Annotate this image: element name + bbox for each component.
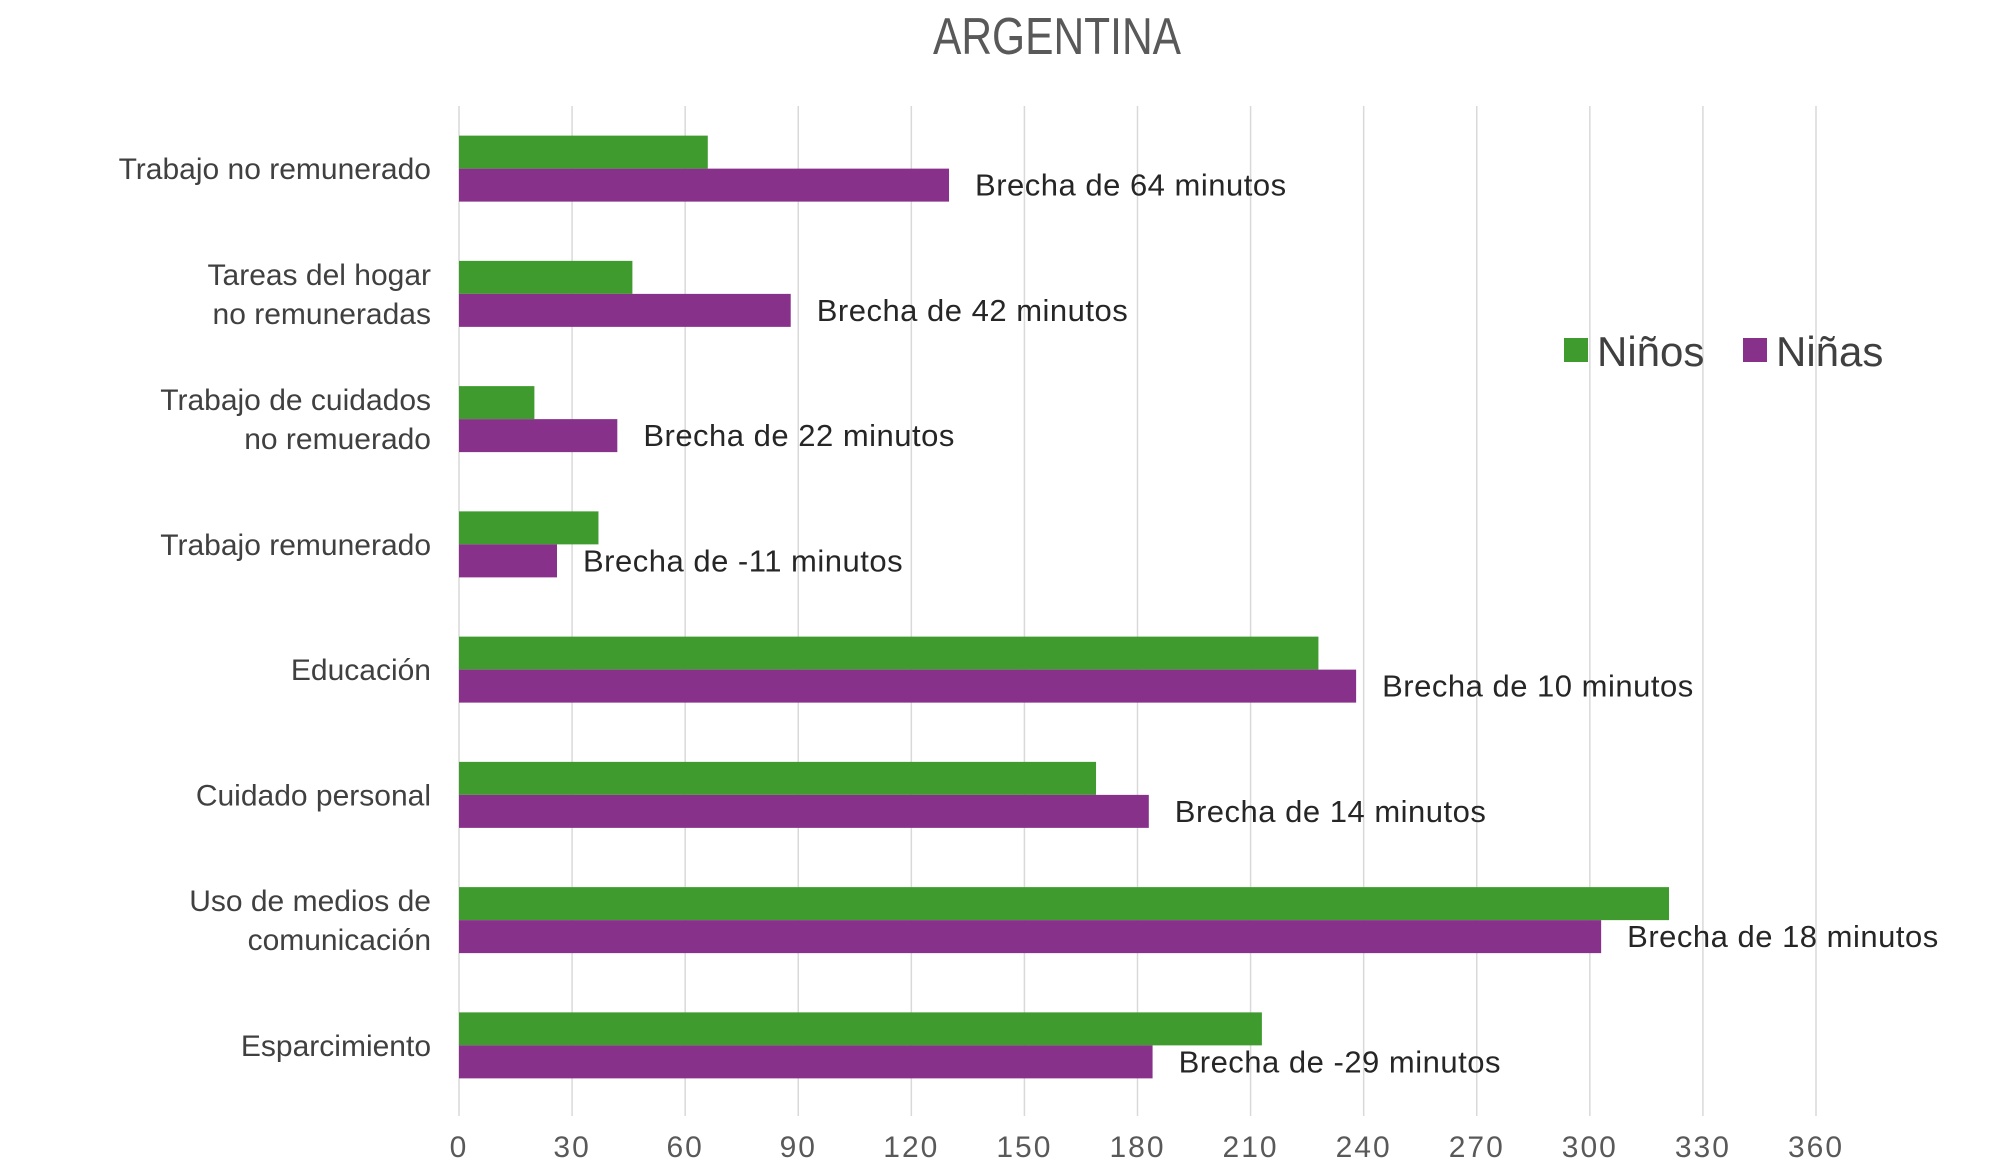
x-tick-label: 180	[1109, 1131, 1165, 1161]
bar-ninos	[459, 135, 708, 169]
legend-label-ninas: Niñas	[1776, 328, 1883, 375]
bar-ninas	[459, 920, 1602, 954]
bar-ninas	[459, 794, 1149, 828]
category-label-line: Trabajo de cuidados	[160, 384, 431, 417]
bar-ninas	[459, 168, 950, 202]
gap-annotation: Brecha de 64 minutos	[975, 168, 1287, 203]
gap-annotation: Brecha de 10 minutos	[1382, 669, 1694, 704]
bar-ninos	[459, 887, 1669, 921]
legend-swatch-ninas	[1743, 338, 1767, 362]
gap-annotation: Brecha de 22 minutos	[643, 418, 955, 453]
x-tick-label: 240	[1336, 1131, 1392, 1161]
category-label-line: Educación	[291, 654, 431, 687]
x-tick-label: 90	[780, 1131, 817, 1161]
category-label-line: no remuerado	[236, 423, 431, 456]
legend-label-ninos: Niños	[1597, 328, 1704, 375]
x-tick-label: 270	[1449, 1131, 1505, 1161]
legend: Niños Niñas	[1564, 328, 1883, 375]
x-tick-label: 210	[1223, 1131, 1279, 1161]
x-tick-label: 30	[553, 1131, 590, 1161]
x-tick-label: 60	[666, 1131, 703, 1161]
category-label: Tareas del hogar no remuneradas	[204, 259, 431, 331]
gap-annotation: Brecha de 42 minutos	[817, 293, 1129, 328]
bar-ninos	[459, 260, 633, 294]
gap-annotation: Brecha de -11 minutos	[583, 543, 903, 578]
bar-ninas	[459, 419, 618, 453]
category-label: Educación	[291, 654, 431, 687]
category-label-line: comunicación	[239, 924, 431, 957]
category-label: Uso de medios de comunicación	[189, 885, 431, 957]
gap-annotations: Brecha de 64 minutos Brecha de 42 minutos…	[583, 168, 1939, 1080]
category-label-line: Cuidado personal	[196, 779, 431, 812]
gap-annotation: Brecha de -29 minutos	[1179, 1044, 1501, 1079]
x-tick-label: 300	[1562, 1131, 1618, 1161]
x-tick-label: 150	[996, 1131, 1052, 1161]
bars	[459, 135, 1669, 1079]
category-label: Cuidado personal	[196, 779, 431, 812]
category-label: Trabajo no remunerado	[119, 153, 431, 186]
category-label-line: no remuneradas	[204, 298, 431, 331]
gap-annotation: Brecha de 18 minutos	[1627, 919, 1939, 954]
bar-ninos	[459, 761, 1097, 795]
x-tick-label: 330	[1675, 1131, 1731, 1161]
bar-ninos	[459, 511, 599, 545]
category-label-line: Trabajo remunerado	[160, 529, 431, 562]
value-axis: 0 30 60 90 120 150 180 210 240 270 300 330 360	[450, 1131, 1844, 1161]
x-tick-label: 0	[450, 1131, 469, 1161]
chart-title: ARGENTINA	[933, 8, 1181, 66]
bar-ninos	[459, 1012, 1262, 1046]
bar-ninas	[459, 544, 558, 578]
category-label-line: Esparcimiento	[241, 1030, 431, 1063]
bar-ninas	[459, 669, 1357, 703]
category-label-line: Tareas del hogar	[208, 259, 431, 292]
legend-item-ninas: Niñas	[1743, 328, 1883, 375]
category-label-line: Uso de medios de	[189, 885, 431, 918]
bar-ninas	[459, 293, 791, 327]
x-tick-label: 360	[1788, 1131, 1844, 1161]
x-tick-label: 120	[883, 1131, 939, 1161]
category-label: Trabajo de cuidados no remuerado	[160, 384, 431, 456]
category-axis: Trabajo no remunerado Tareas del hogar no…	[119, 153, 431, 1063]
legend-item-ninos: Niños	[1564, 328, 1704, 375]
bar-ninas	[459, 1045, 1153, 1079]
category-label: Trabajo remunerado	[160, 529, 431, 562]
legend-swatch-ninos	[1564, 338, 1588, 362]
bar-ninos	[459, 386, 535, 420]
bar-ninos	[459, 636, 1319, 670]
gap-annotation: Brecha de 14 minutos	[1175, 794, 1487, 829]
category-label: Esparcimiento	[241, 1030, 431, 1063]
category-label-line: Trabajo no remunerado	[119, 153, 431, 186]
